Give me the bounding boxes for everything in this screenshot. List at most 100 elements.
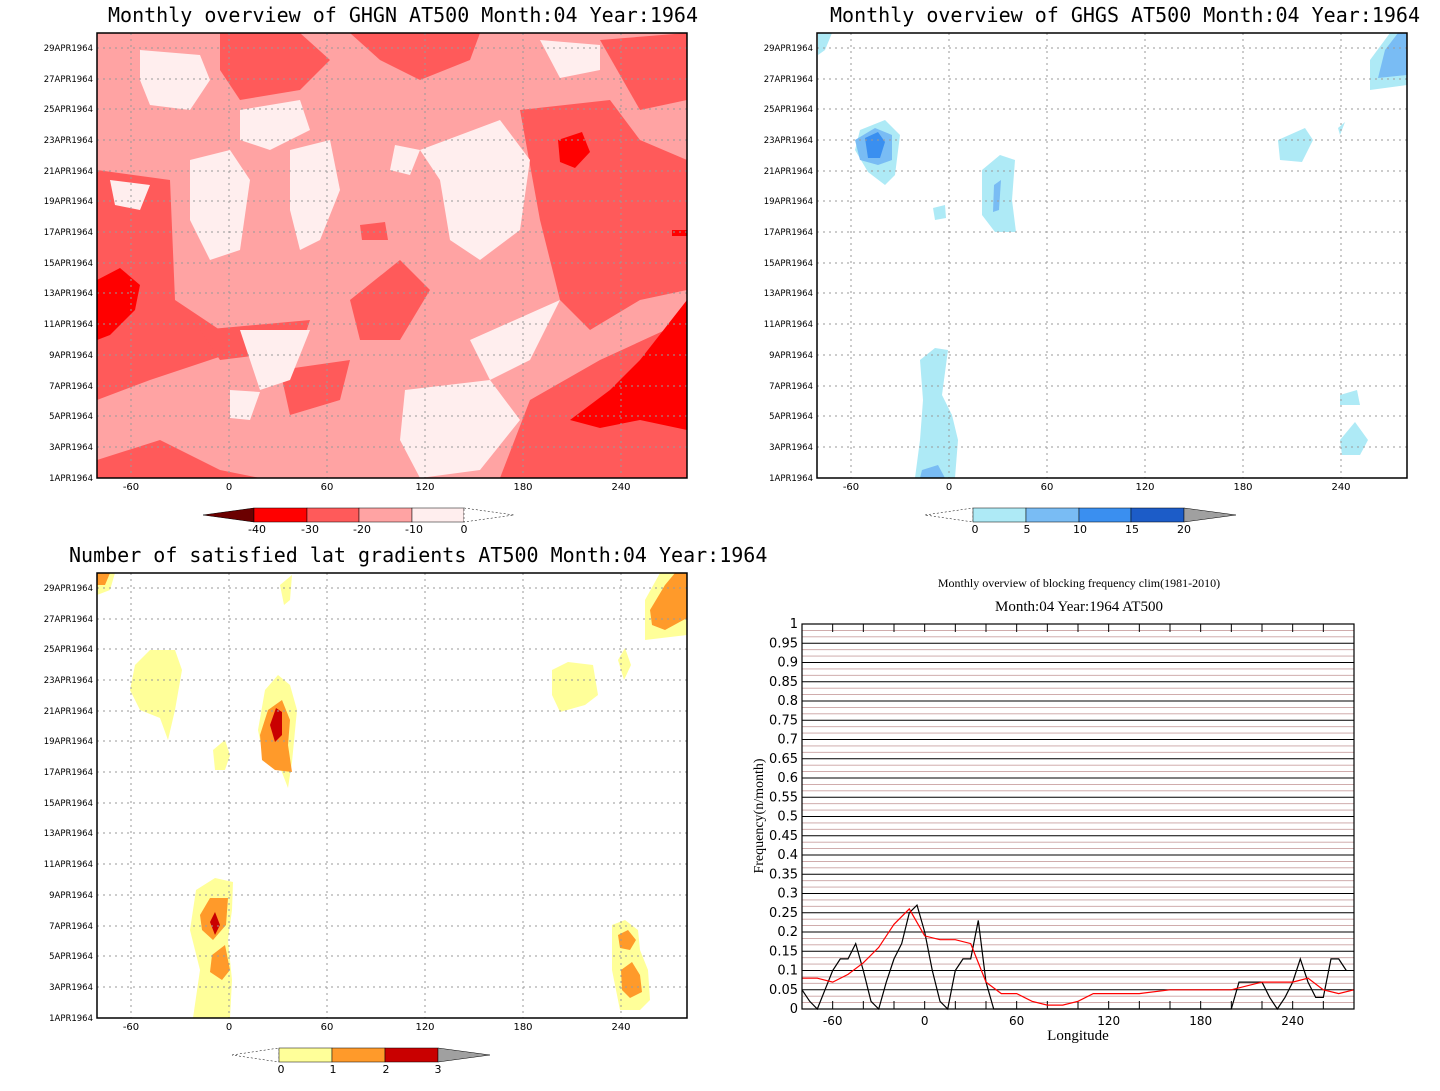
colorbar-swatch — [1130, 507, 1185, 523]
x-tick-label: 60 — [321, 482, 334, 493]
x-tick-label: -60 — [123, 482, 139, 493]
ghgn-grid — [97, 33, 687, 478]
y-tick-label: 7APR1964 — [769, 382, 813, 392]
colorbar-label: 20 — [1177, 523, 1191, 536]
panel-freq: Monthly overview of blocking frequency c… — [720, 560, 1440, 1091]
colorbar-underflow — [924, 507, 974, 523]
colorbar-overflow — [463, 507, 515, 523]
y-tick-label: 0.8 — [777, 694, 798, 709]
y-tick-label: 3APR1964 — [769, 443, 813, 453]
ghgn-level-m30 — [97, 33, 687, 478]
y-tick-label: 9APR1964 — [49, 351, 93, 361]
ghgn-y-axis: 1APR1964 3APR1964 5APR1964 7APR1964 9APR… — [44, 44, 93, 484]
freq-subtitle: Month:04 Year:1964 AT500 — [995, 599, 1163, 615]
ghgn-title: Monthly overview of GHGN AT500 Month:04 … — [108, 3, 699, 27]
ghgs-x-axis: -60 0 60 120 180 240 — [843, 482, 1351, 493]
nsat-field — [97, 573, 687, 1018]
colorbar-swatch — [384, 1047, 439, 1063]
colorbar-swatch — [358, 507, 413, 523]
y-tick-label: 5APR1964 — [769, 412, 813, 422]
y-tick-label: 0.05 — [769, 983, 798, 998]
ghgs-colorbar: 0 5 10 15 20 — [924, 507, 1237, 536]
y-tick-label: 29APR1964 — [764, 44, 813, 54]
freq-title: Monthly overview of blocking frequency c… — [938, 576, 1220, 590]
colorbar-label: 0 — [278, 1063, 285, 1076]
y-tick-label: 23APR1964 — [44, 676, 93, 686]
ghgn-x-axis: -60 0 60 120 180 240 — [123, 482, 631, 493]
y-tick-label: 0.35 — [769, 867, 798, 882]
x-tick-label: 0 — [921, 1014, 929, 1028]
ghgs-level-10 — [865, 132, 885, 158]
series-black-line — [801, 903, 1347, 1011]
y-tick-label: 0.25 — [769, 906, 798, 921]
ghgs-frame — [816, 32, 1408, 479]
y-tick-label: 11APR1964 — [764, 320, 813, 330]
nsat-plot: -60 0 60 120 180 240 1APR1964 3APR1964 5… — [44, 572, 688, 1076]
y-tick-label: 0.3 — [777, 887, 798, 902]
y-tick-label: 0.2 — [777, 925, 798, 940]
y-tick-label: 29APR1964 — [44, 584, 93, 594]
y-tick-label: 9APR1964 — [49, 891, 93, 901]
y-tick-label: 15APR1964 — [764, 259, 813, 269]
panel-ghgs: Monthly overview of GHGS AT500 Month:04 … — [720, 0, 1440, 545]
colorbar-label: 15 — [1125, 523, 1139, 536]
panel-nsat: Number of satisfied lat gradients AT500 … — [0, 540, 768, 1091]
y-tick-label: 25APR1964 — [44, 645, 93, 655]
ghgn-level-m40 — [97, 132, 687, 430]
y-tick-label: 0.7 — [777, 733, 798, 748]
ghgs-title: Monthly overview of GHGS AT500 Month:04 … — [830, 3, 1421, 27]
x-tick-label: 120 — [1135, 482, 1154, 493]
y-tick-label: 0.65 — [769, 752, 798, 767]
x-tick-label: -60 — [123, 1022, 139, 1033]
y-tick-label: 11APR1964 — [44, 860, 93, 870]
y-tick-label: 0.75 — [769, 713, 798, 728]
nsat-colorbar: 0 1 2 3 — [231, 1047, 491, 1076]
y-tick-label: 13APR1964 — [44, 289, 93, 299]
y-tick-label: 0 — [790, 1002, 798, 1017]
panel-ghgn: Monthly overview of GHGN AT500 Month:04 … — [0, 0, 700, 545]
y-tick-label: 7APR1964 — [49, 922, 93, 932]
y-tick-label: 17APR1964 — [44, 768, 93, 778]
colorbar-swatch — [331, 1047, 386, 1063]
y-tick-label: 11APR1964 — [44, 320, 93, 330]
y-tick-label: 25APR1964 — [764, 105, 813, 115]
y-tick-label: 1 — [790, 617, 798, 632]
y-tick-label: 0.9 — [777, 656, 798, 671]
y-tick-label: 19APR1964 — [44, 737, 93, 747]
nsat-grid — [97, 573, 687, 1018]
colorbar-swatch — [437, 1047, 491, 1063]
colorbar-swatch — [1025, 507, 1080, 523]
x-tick-label: 120 — [1097, 1014, 1120, 1028]
x-tick-label: 0 — [946, 482, 952, 493]
freq-x-axis: -60 0 60 120 180 240 — [823, 624, 1324, 1028]
y-tick-label: 13APR1964 — [764, 289, 813, 299]
y-tick-label: 19APR1964 — [44, 197, 93, 207]
y-tick-label: 0.6 — [777, 771, 798, 786]
y-tick-label: 1APR1964 — [49, 1014, 93, 1024]
series-red-line — [802, 907, 1355, 1006]
x-tick-label: 240 — [1331, 482, 1350, 493]
colorbar-label: -20 — [353, 523, 371, 536]
colorbar-swatch — [411, 507, 465, 523]
y-tick-label: 29APR1964 — [44, 44, 93, 54]
y-tick-label: 0.85 — [769, 675, 798, 690]
x-tick-label: 180 — [1189, 1014, 1212, 1028]
ghgn-field — [97, 33, 687, 478]
x-tick-label: 240 — [611, 482, 630, 493]
colorbar-label: 0 — [972, 523, 979, 536]
colorbar-underflow — [231, 1047, 280, 1063]
colorbar-swatch — [306, 507, 360, 523]
x-tick-label: 120 — [415, 1022, 434, 1033]
colorbar-label: -10 — [405, 523, 423, 536]
y-tick-label: 27APR1964 — [44, 615, 93, 625]
y-tick-label: 21APR1964 — [764, 167, 813, 177]
y-tick-label: 15APR1964 — [44, 259, 93, 269]
colorbar-swatch — [1183, 507, 1237, 523]
ghgs-y-axis: 1APR1964 3APR1964 5APR1964 7APR1964 9APR… — [764, 44, 813, 484]
colorbar-label: -30 — [301, 523, 319, 536]
ghgs-grid — [817, 33, 1407, 478]
colorbar-label: -40 — [248, 523, 266, 536]
x-tick-label: -60 — [843, 482, 859, 493]
x-tick-label: 240 — [1281, 1014, 1304, 1028]
y-tick-label: 1APR1964 — [49, 474, 93, 484]
